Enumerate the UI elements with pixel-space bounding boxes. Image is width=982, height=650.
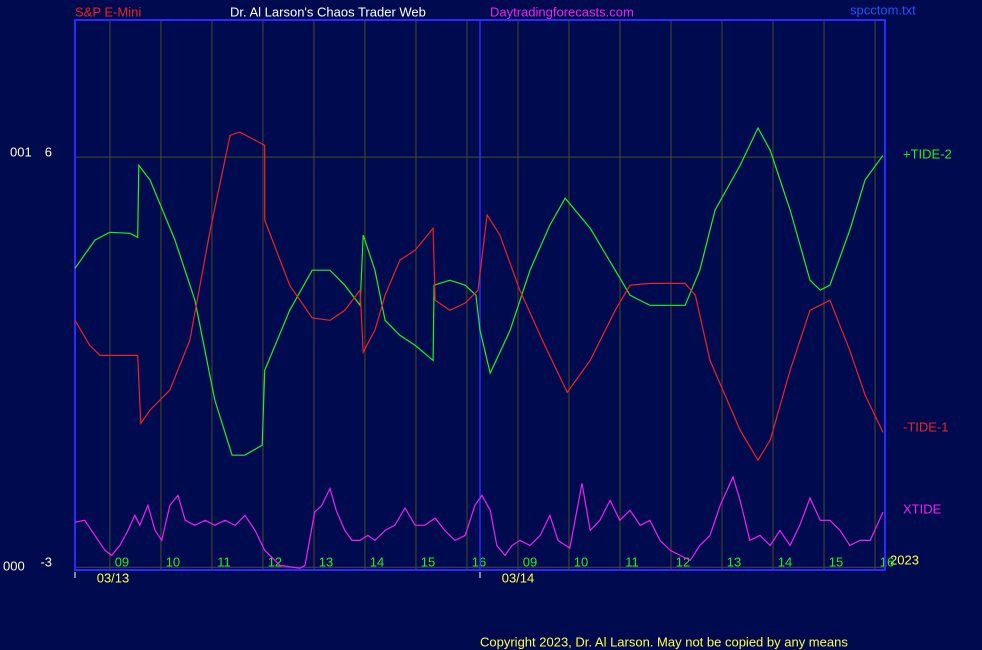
x-tick-label: 16 xyxy=(472,554,486,569)
series-label: +TIDE-2 xyxy=(903,146,952,161)
x-tick-label: 11 xyxy=(217,554,231,569)
left-label: 001 xyxy=(10,144,32,159)
x-tick-label: 10 xyxy=(574,554,588,569)
x-tick-label: 14 xyxy=(370,554,384,569)
series-line xyxy=(74,475,884,569)
date-label: 03/13 xyxy=(97,570,130,585)
chart-title: Dr. Al Larson's Chaos Trader Web xyxy=(230,4,426,19)
x-tick-label: 15 xyxy=(421,554,435,569)
x-tick-label: 14 xyxy=(778,554,792,569)
series-label: XTIDE xyxy=(903,501,942,516)
symbol: S&P E-Mini xyxy=(75,4,141,19)
date-label: 03/14 xyxy=(502,570,535,585)
x-tick-label: 13 xyxy=(727,554,741,569)
x-tick-label: 11 xyxy=(625,554,639,569)
series-line xyxy=(74,131,884,462)
x-tick-label: 09 xyxy=(523,554,537,569)
file-name: spcctom.txt xyxy=(850,2,916,17)
x-tick-label: 15 xyxy=(829,554,843,569)
site: Daytradingforecasts.com xyxy=(490,4,634,19)
y-tick-label: -3 xyxy=(40,555,52,570)
left-label: 000 xyxy=(3,558,25,573)
x-tick-label: 16 xyxy=(880,554,894,569)
plot-area: 09 10 11 12 13 14 15 16 09 10 11 12 13 14 15 166-303/13… xyxy=(40,19,952,585)
y-tick-label: 6 xyxy=(45,145,52,160)
x-tick-label: 09 xyxy=(115,554,129,569)
series-label: -TIDE-1 xyxy=(903,419,949,434)
plot-frame xyxy=(74,19,886,571)
x-tick-label: 13 xyxy=(319,554,333,569)
year: 2023 xyxy=(890,552,919,567)
copyright: Copyright 2023, Dr. Al Larson. May not b… xyxy=(480,634,848,649)
series-line xyxy=(74,126,884,456)
x-tick-label: 12 xyxy=(268,554,282,569)
x-tick-label: 10 xyxy=(166,554,180,569)
